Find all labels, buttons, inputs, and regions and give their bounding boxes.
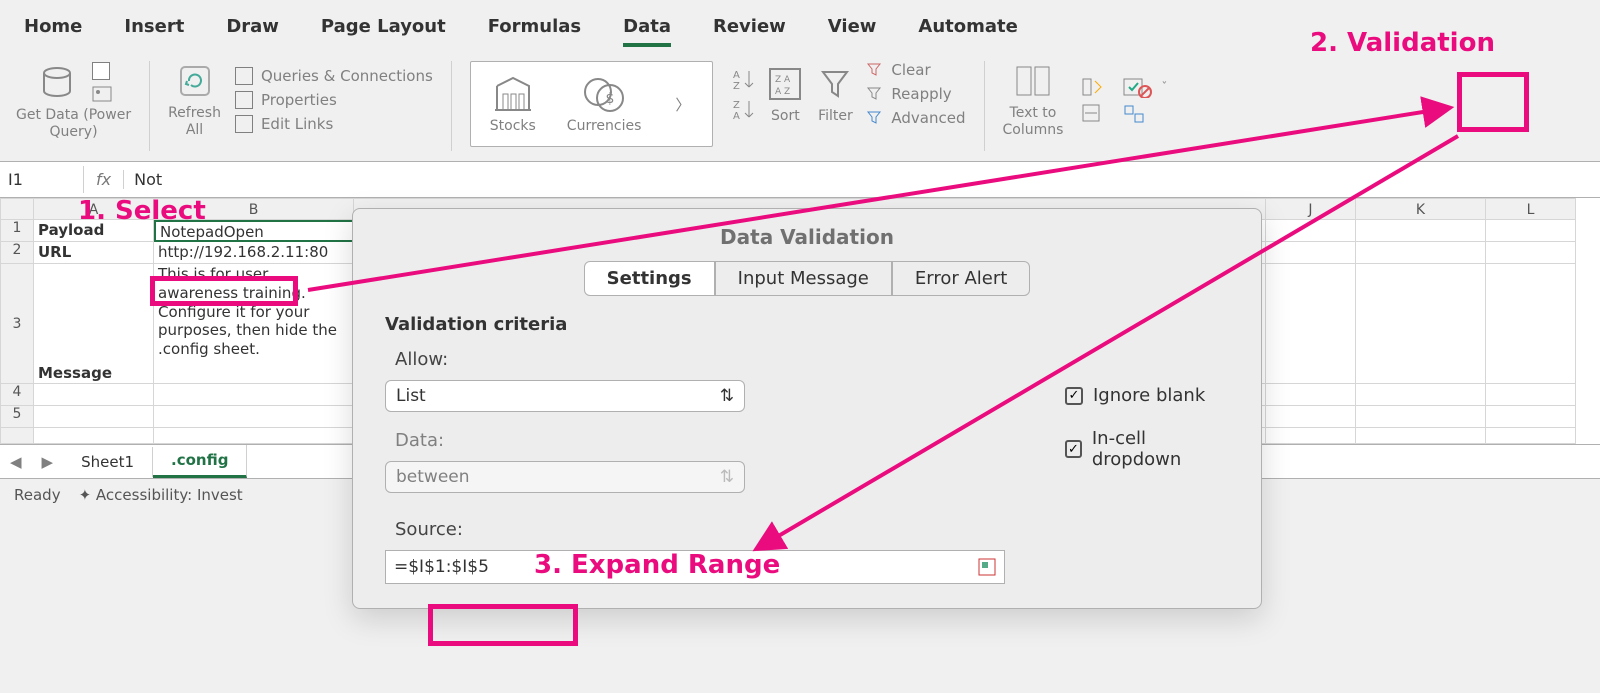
svg-text:Z: Z xyxy=(733,100,740,111)
chevron-updown-icon: ⇅ xyxy=(720,386,734,406)
sheet-tab-sheet1[interactable]: Sheet1 xyxy=(63,447,153,477)
dialog-title: Data Validation xyxy=(353,209,1261,261)
refresh-all-button[interactable]: Refresh All xyxy=(168,61,221,139)
ribbon-body: Get Data (Power Query) Refresh All Queri… xyxy=(0,53,1600,162)
highlight-box-source xyxy=(428,604,578,646)
status-ready: Ready xyxy=(14,486,61,504)
data-validation-button[interactable]: ˇ xyxy=(1123,76,1167,98)
ignore-blank-checkbox[interactable]: Ignore blank xyxy=(1065,385,1229,406)
edit-links-button[interactable]: Edit Links xyxy=(235,115,433,133)
name-box[interactable]: I1 xyxy=(0,166,84,193)
svg-text:Z A: Z A xyxy=(775,75,791,85)
tab-pagelayout[interactable]: Page Layout xyxy=(321,16,446,47)
svg-text:Z: Z xyxy=(733,81,740,91)
svg-text:$: $ xyxy=(606,91,615,107)
queries-connections-button[interactable]: Queries & Connections xyxy=(235,67,433,85)
tab-formulas[interactable]: Formulas xyxy=(488,16,581,47)
remove-duplicates-icon[interactable] xyxy=(1081,103,1105,123)
formula-bar: I1 fx Not xyxy=(0,162,1600,198)
row-header-6[interactable] xyxy=(0,428,34,444)
data-types-gallery[interactable]: Stocks $ Currencies 〉 xyxy=(470,61,714,147)
source-label: Source: xyxy=(385,519,1005,540)
dialog-tab-error-alert[interactable]: Error Alert xyxy=(892,261,1030,296)
validation-criteria-heading: Validation criteria xyxy=(385,314,1229,335)
tab-draw[interactable]: Draw xyxy=(226,16,279,47)
tab-insert[interactable]: Insert xyxy=(124,16,184,47)
cell-A2[interactable]: URL xyxy=(34,242,154,264)
checkbox-icon xyxy=(1065,440,1082,458)
from-picture-icon[interactable] xyxy=(92,86,112,102)
col-header-J[interactable]: J xyxy=(1266,198,1356,220)
tab-nav-next-icon[interactable]: ▶ xyxy=(32,453,64,471)
cell-B3[interactable]: This is for user awareness training. Con… xyxy=(154,264,354,384)
svg-text:A: A xyxy=(733,111,740,121)
sort-button[interactable]: Z AA Z Sort xyxy=(765,64,805,125)
dialog-tab-settings[interactable]: Settings xyxy=(584,261,715,296)
source-input[interactable]: =$I$1:$I$5 xyxy=(385,550,1005,584)
flash-fill-icon[interactable] xyxy=(1081,77,1105,97)
stocks-button[interactable]: Stocks xyxy=(489,72,537,136)
data-validation-dialog: Data Validation Settings Input Message E… xyxy=(352,208,1262,609)
get-data-button[interactable] xyxy=(36,61,78,103)
currencies-button[interactable]: $ Currencies xyxy=(567,72,642,136)
tab-view[interactable]: View xyxy=(828,16,877,47)
dialog-tab-input-message[interactable]: Input Message xyxy=(715,261,892,296)
in-cell-dropdown-checkbox[interactable]: In-cell dropdown xyxy=(1065,428,1229,470)
fx-icon[interactable]: fx xyxy=(84,170,124,189)
text-to-columns-button[interactable]: Text to Columns xyxy=(1003,61,1064,139)
accessibility-status[interactable]: ✦ Accessibility: Invest xyxy=(79,486,243,504)
allow-select[interactable]: List ⇅ xyxy=(385,380,745,412)
tab-home[interactable]: Home xyxy=(24,16,82,47)
col-header-K[interactable]: K xyxy=(1356,198,1486,220)
get-data-label: Get Data (Power Query) xyxy=(16,107,131,141)
reapply-button[interactable]: Reapply xyxy=(865,85,965,103)
tab-nav-prev-icon[interactable]: ◀ xyxy=(0,453,32,471)
cell-B2[interactable]: http://192.168.2.11:80 xyxy=(154,242,354,264)
tab-data[interactable]: Data xyxy=(623,16,671,47)
allow-label: Allow: xyxy=(385,349,1005,370)
row-header-4[interactable]: 4 xyxy=(0,384,34,406)
row-header-2[interactable]: 2 xyxy=(0,242,34,264)
row-header-1[interactable]: 1 xyxy=(0,220,34,242)
row-header-5[interactable]: 5 xyxy=(0,406,34,428)
tab-review[interactable]: Review xyxy=(713,16,786,47)
dialog-tabs: Settings Input Message Error Alert xyxy=(353,261,1261,296)
chevron-updown-icon: ⇅ xyxy=(720,467,734,487)
select-all-corner[interactable] xyxy=(0,198,34,220)
data-types-expand-icon[interactable]: 〉 xyxy=(671,94,694,115)
range-picker-icon[interactable] xyxy=(978,558,996,576)
col-header-A[interactable]: A xyxy=(34,198,154,220)
consolidate-icon[interactable] xyxy=(1123,104,1167,124)
data-select: between ⇅ xyxy=(385,461,745,493)
properties-button[interactable]: Properties xyxy=(235,91,433,109)
checkbox-icon xyxy=(1065,387,1083,405)
col-header-L[interactable]: L xyxy=(1486,198,1576,220)
formula-input[interactable]: Not xyxy=(124,170,1600,189)
data-label: Data: xyxy=(385,430,1005,451)
sheet-tab-config[interactable]: .config xyxy=(153,445,247,478)
filter-button[interactable]: Filter xyxy=(815,64,855,125)
advanced-filter-button[interactable]: Advanced xyxy=(865,109,965,127)
col-header-B[interactable]: B xyxy=(154,198,354,220)
row-header-3[interactable]: 3 xyxy=(0,264,34,384)
cell-A3[interactable]: Message xyxy=(34,264,154,384)
ribbon-tabs: Home Insert Draw Page Layout Formulas Da… xyxy=(0,0,1600,53)
clear-filter-button[interactable]: Clear xyxy=(865,61,965,79)
cell-B1[interactable]: NotepadOpen xyxy=(154,220,354,242)
tab-automate[interactable]: Automate xyxy=(918,16,1017,47)
svg-text:A: A xyxy=(733,70,740,81)
from-table-icon[interactable] xyxy=(92,62,112,80)
cell-A1[interactable]: Payload xyxy=(34,220,154,242)
svg-text:A Z: A Z xyxy=(775,87,790,97)
sort-az-buttons[interactable]: AZ ZA xyxy=(731,67,755,121)
